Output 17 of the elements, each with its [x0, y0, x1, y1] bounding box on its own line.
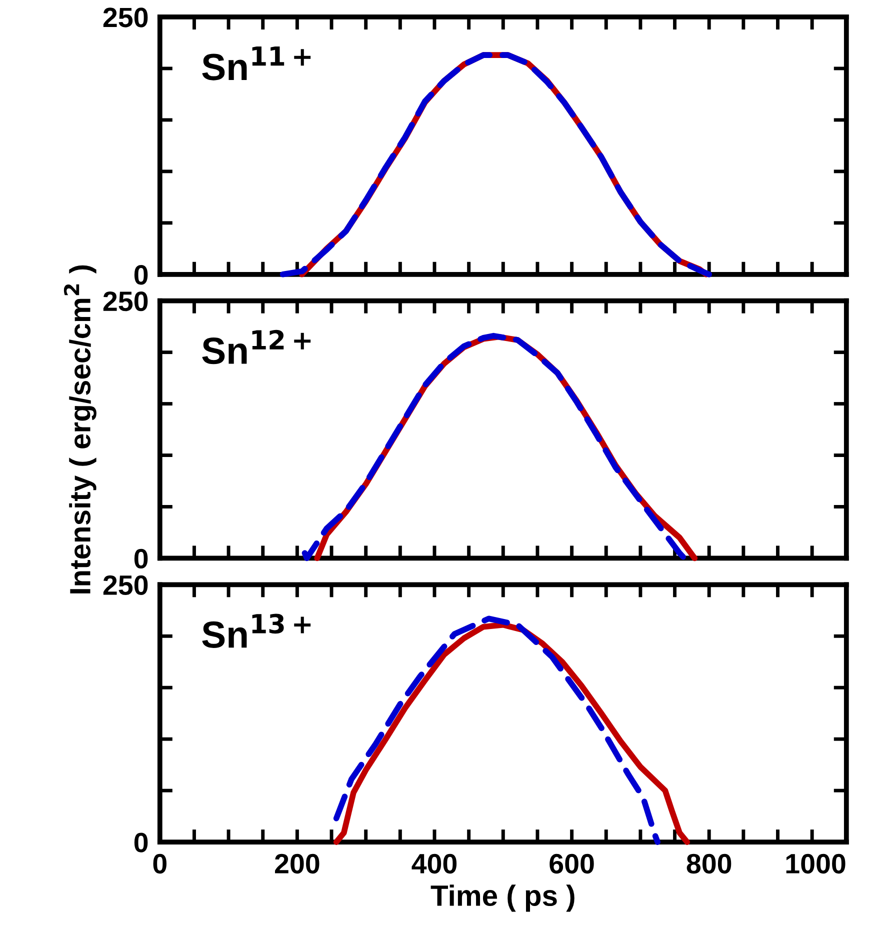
x-tick-label: 1000 [786, 854, 846, 874]
x-tick-label: 200 [274, 854, 320, 874]
y-tick-label: 0 [134, 832, 148, 852]
annotation: Sn$^{11+}$ [202, 46, 311, 80]
y-tick-label: 250 [103, 8, 148, 28]
x-tick-label: 600 [550, 854, 594, 874]
y-tick-label: 0 [134, 548, 148, 569]
x-tick-label: 800 [686, 854, 732, 874]
y-tick-label: 250 [103, 291, 148, 312]
y-axis-title: Intensity ( erg/sec/cm$^{2}$ ) [64, 265, 96, 594]
annotation: Sn$^{13+}$ [202, 614, 311, 648]
y-tick-label: 0 [134, 265, 148, 285]
x-tick-label: 0 [153, 854, 166, 874]
annotation: Sn$^{12+}$ [202, 330, 311, 364]
y-tick-label: 250 [103, 575, 148, 595]
x-tick-label: 400 [412, 854, 457, 874]
x-axis-title: Time ( ps ) [430, 884, 574, 912]
